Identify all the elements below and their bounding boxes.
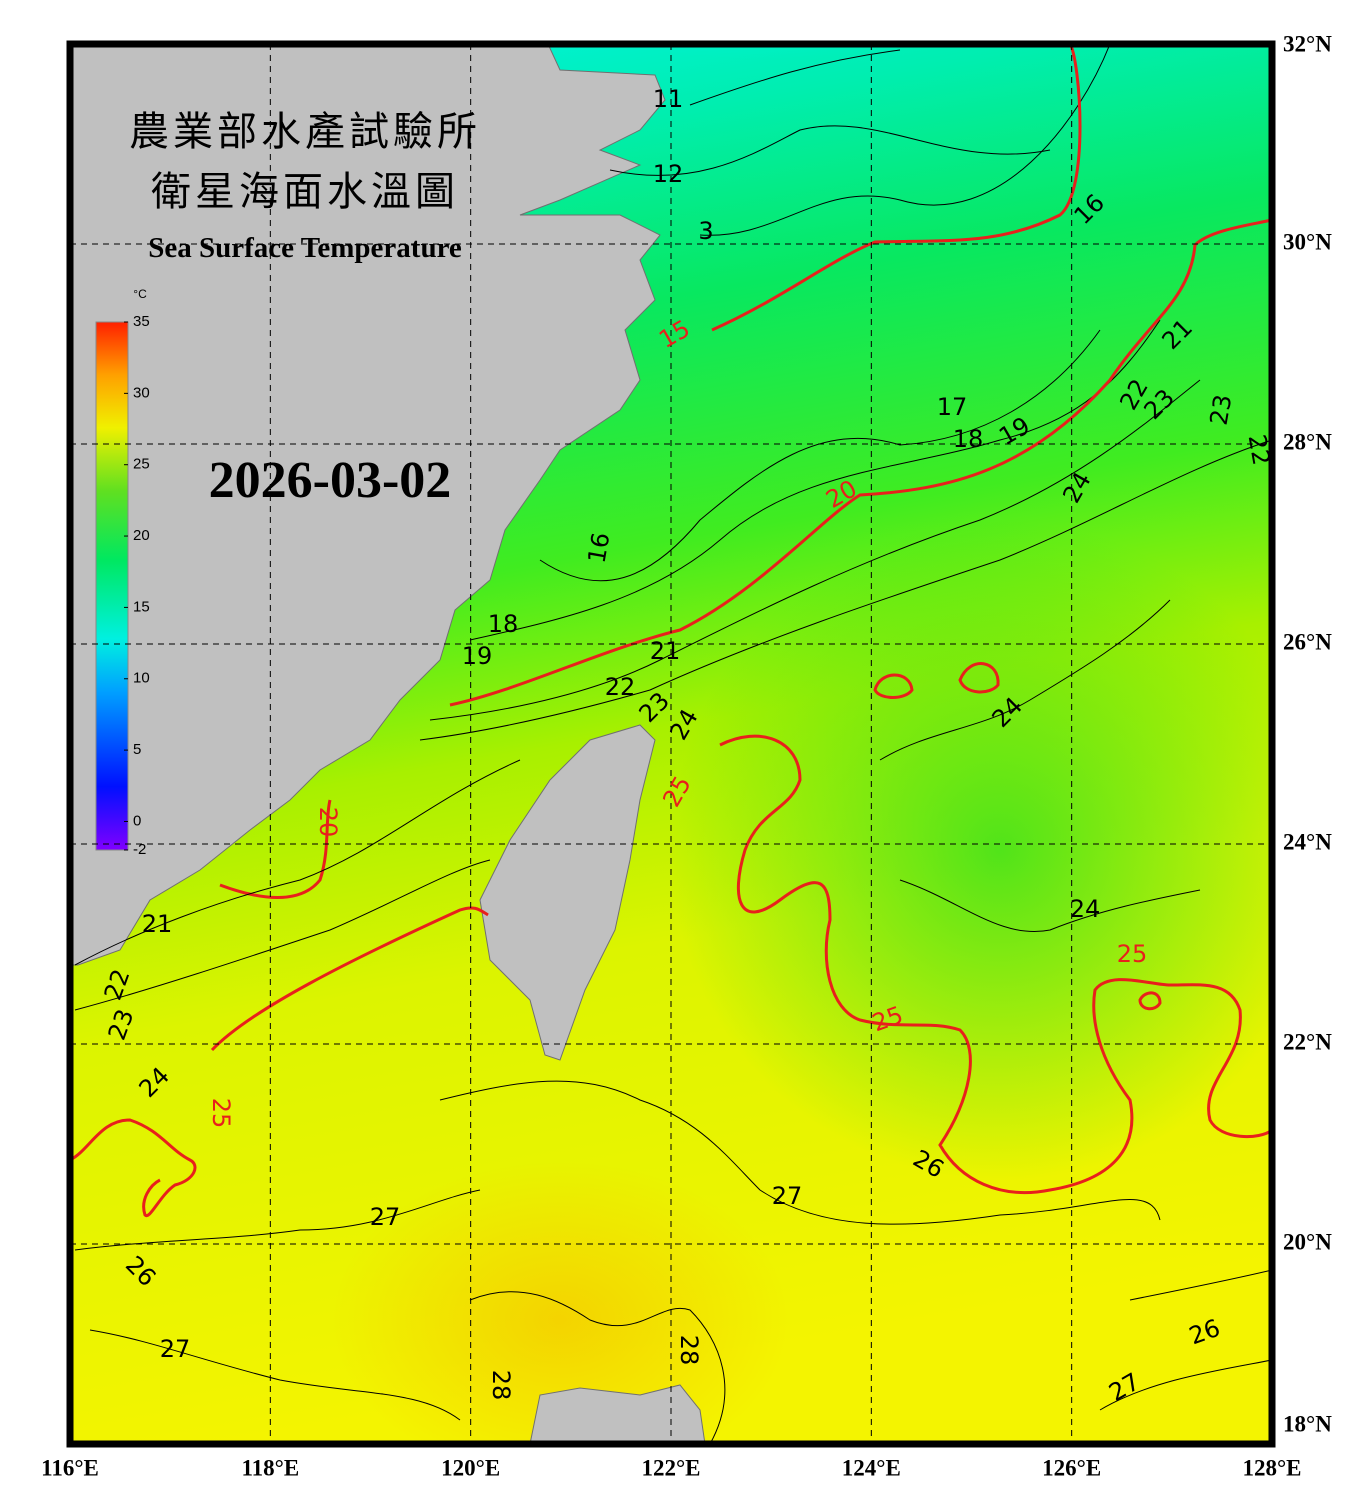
contour-label: 28 — [675, 1335, 703, 1366]
contour-label: 11 — [653, 85, 684, 113]
contour-label: 27 — [772, 1182, 803, 1210]
contour-label: 21 — [142, 910, 173, 938]
sst-field — [670, 520, 1272, 1180]
contour-label: 21 — [650, 637, 681, 665]
lat-tick-label: 18°N — [1283, 1411, 1332, 1436]
title-en: Sea Surface Temperature — [148, 232, 462, 264]
land — [70, 44, 706, 1444]
colorbar-tick-label: 30 — [133, 384, 150, 401]
lat-tick-label: 20°N — [1283, 1229, 1332, 1254]
colorbar-tick-label: 25 — [133, 456, 150, 473]
lat-tick-label: 28°N — [1283, 429, 1332, 454]
title-zh: 農業部水產試驗所 — [129, 109, 481, 154]
lat-tick-label: 32°N — [1283, 31, 1332, 56]
colorbar-tick-label: -2 — [133, 841, 146, 858]
contour-label: 24 — [1070, 895, 1101, 923]
contour-label: 18 — [953, 425, 984, 453]
colorbar-tick-label: 20 — [133, 527, 150, 544]
contours — [70, 44, 1272, 1444]
colorbar-unit: °C — [133, 287, 147, 301]
lon-tick-label: 116°E — [41, 1455, 99, 1480]
sst-field — [330, 1160, 790, 1444]
lon-tick-label: 118°E — [241, 1455, 299, 1480]
lat-tick-label: 24°N — [1283, 829, 1332, 854]
colorbar-tick-label: 15 — [133, 598, 150, 615]
lon-tick-label: 120°E — [441, 1455, 500, 1480]
lon-tick-label: 126°E — [1042, 1455, 1101, 1480]
contour-label: 3 — [698, 217, 713, 245]
lat-tick-label: 30°N — [1283, 229, 1332, 254]
contour-label: 19 — [462, 642, 493, 670]
date: 2026-03-02 — [209, 452, 452, 509]
contour-label: 27 — [160, 1335, 191, 1363]
contour-label: 28 — [487, 1370, 515, 1401]
contour-label: 16 — [583, 530, 616, 565]
lon-tick-label: 124°E — [842, 1455, 901, 1480]
contour-label: 23 — [1205, 392, 1238, 427]
lon-tick-label: 128°E — [1242, 1455, 1301, 1480]
colorbar-tick-label: 35 — [133, 313, 150, 330]
colorbar-tick-label: 0 — [133, 812, 141, 829]
contour-label: 12 — [653, 160, 684, 188]
contour-label: 20 — [314, 807, 342, 838]
colorbar — [95, 321, 129, 851]
contour-label: 27 — [370, 1203, 401, 1231]
contour-label: 22 — [605, 673, 636, 701]
colorbar-tick-label: 5 — [133, 741, 141, 758]
contour-label: 25 — [1117, 940, 1148, 968]
contour-label: 18 — [488, 610, 519, 638]
contour-label: 22 — [1243, 432, 1276, 467]
lon-tick-label: 122°E — [641, 1455, 700, 1480]
subtitle-zh: 衛星海面水溫圖 — [151, 169, 459, 214]
contour-label: 17 — [937, 393, 968, 421]
lat-tick-label: 26°N — [1283, 629, 1332, 654]
contour-label: 25 — [207, 1098, 235, 1129]
lat-tick-label: 22°N — [1283, 1029, 1332, 1054]
colorbar-tick-label: 10 — [133, 670, 150, 687]
